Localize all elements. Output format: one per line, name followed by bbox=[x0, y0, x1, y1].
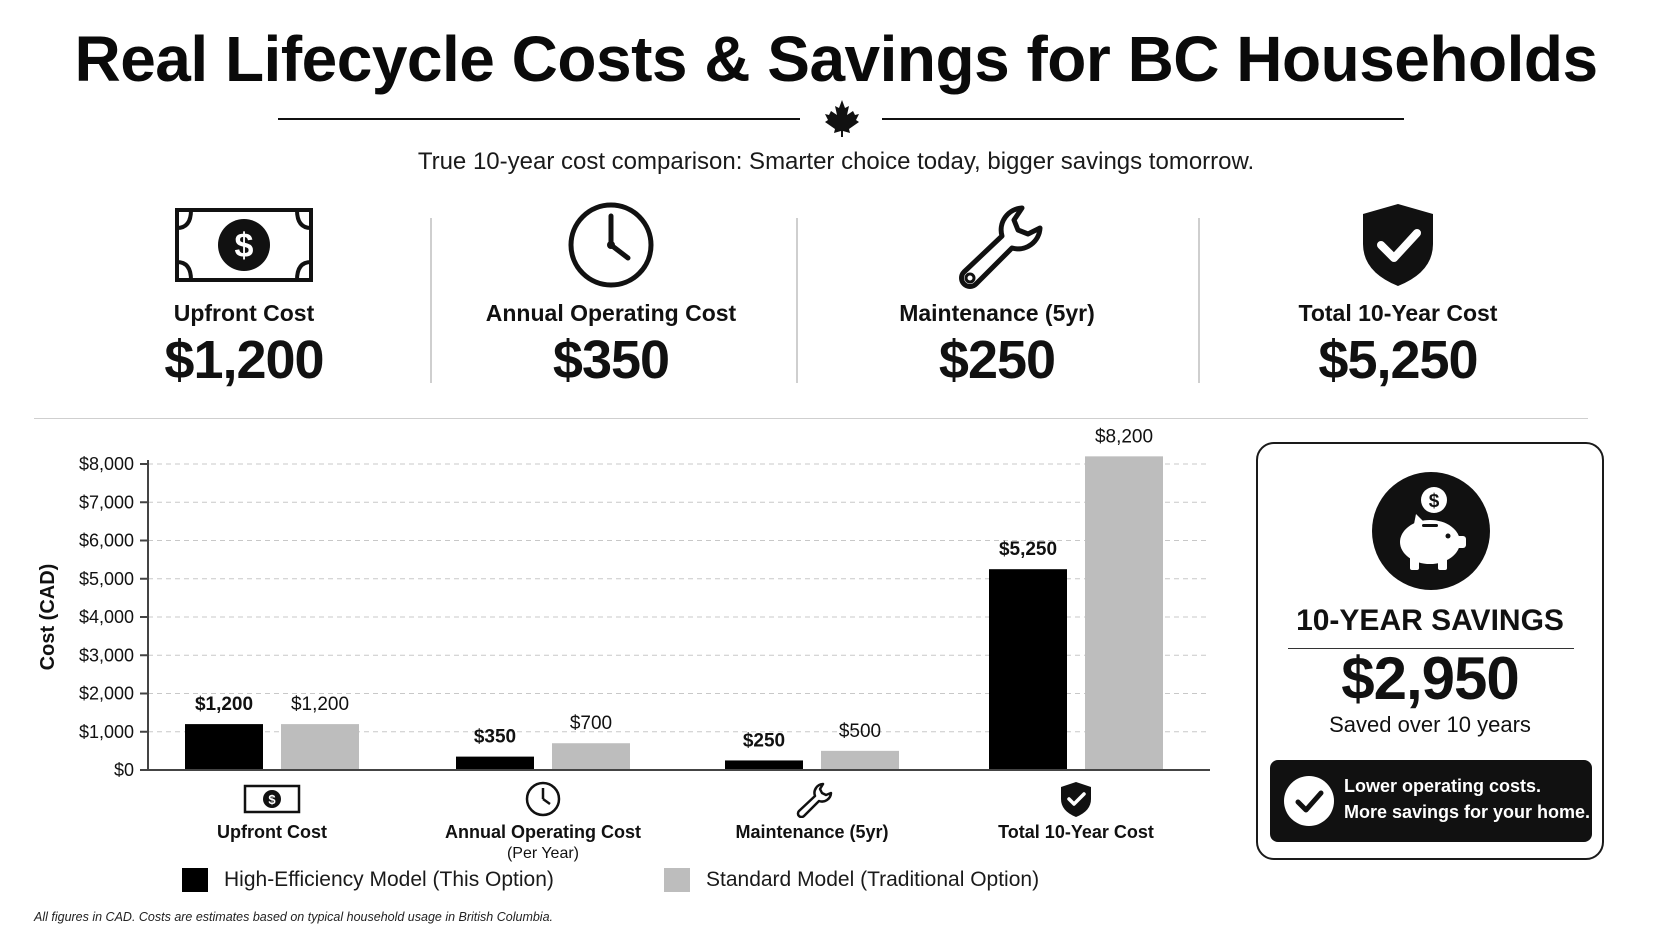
category-maintenance: Maintenance (5yr) bbox=[682, 780, 942, 843]
shield-check-icon bbox=[1363, 204, 1433, 286]
legend-item-standard: Standard Model (Traditional Option) bbox=[664, 868, 1039, 892]
legend-swatch bbox=[182, 868, 208, 892]
kpi-value: $350 bbox=[552, 330, 670, 390]
bar-high-efficiency bbox=[989, 569, 1067, 770]
y-tick-label: $8,000 bbox=[79, 454, 134, 474]
savings-title: 10-YEAR SAVINGS bbox=[1296, 604, 1564, 637]
clock-icon bbox=[568, 202, 654, 288]
title-divider-left bbox=[278, 118, 800, 120]
kpi-label: Maintenance (5yr) bbox=[899, 300, 1095, 326]
kpi-value: $5,250 bbox=[1318, 330, 1478, 390]
kpi-label: Upfront Cost bbox=[173, 300, 315, 326]
kpi-divider bbox=[796, 218, 798, 383]
y-tick-label: $0 bbox=[114, 760, 134, 780]
kpi-maintenance: Maintenance (5yr) $250 bbox=[827, 200, 1167, 391]
y-tick-label: $1,000 bbox=[79, 722, 134, 742]
legend-item-high-efficiency: High-Efficiency Model (This Option) bbox=[182, 868, 554, 892]
bar-standard bbox=[281, 724, 359, 770]
bar-value-label: $5,250 bbox=[999, 539, 1057, 560]
piggy-bank-dollar-icon: $ bbox=[1400, 487, 1466, 570]
category-label: Maintenance (5yr) bbox=[735, 822, 889, 842]
savings-banner: Lower operating costs. More savings for … bbox=[1270, 760, 1592, 842]
y-axis-label: Cost (CAD) bbox=[37, 564, 59, 671]
bar-standard bbox=[821, 750, 899, 770]
bar-value-label: $1,200 bbox=[291, 694, 349, 715]
kpi-annual-operating: Annual Operating Cost $350 bbox=[441, 200, 781, 391]
savings-card: $ 10-YEAR SAVINGS $2,950 Saved over 10 y… bbox=[1256, 442, 1604, 860]
banknote-dollar-icon: $ bbox=[175, 208, 313, 282]
y-tick-label: $5,000 bbox=[79, 569, 134, 589]
cost-comparison-chart: $0 $1,000 $2,000 $3,000 $4,000 $5,000 $6,000 $7… bbox=[37, 426, 1210, 780]
shield-check-icon bbox=[1061, 782, 1091, 817]
maple-leaf-icon bbox=[825, 100, 859, 137]
section-divider bbox=[34, 418, 1588, 419]
y-tick-label: $3,000 bbox=[79, 645, 134, 665]
kpi-value: $250 bbox=[938, 330, 1056, 390]
bar-value-label: $250 bbox=[743, 730, 785, 751]
kpi-upfront: $ Upfront Cost $1,200 bbox=[74, 200, 414, 391]
category-sublabel: (Per Year) bbox=[506, 845, 580, 862]
bar-value-label: $1,200 bbox=[195, 694, 253, 715]
banknote-dollar-icon: $ bbox=[243, 784, 301, 814]
bar-standard bbox=[1085, 456, 1163, 770]
category-label: Total 10-Year Cost bbox=[998, 822, 1154, 842]
y-axis-ticks: $0 $1,000 $2,000 $3,000 $4,000 $5,000 $6,000 $7… bbox=[79, 454, 148, 780]
title-divider-right bbox=[882, 118, 1404, 120]
savings-note: Saved over 10 years bbox=[1329, 712, 1531, 737]
bar-high-efficiency bbox=[456, 756, 534, 770]
y-tick-label: $2,000 bbox=[79, 684, 134, 704]
bar-high-efficiency bbox=[725, 760, 803, 770]
bar-value-label: $350 bbox=[474, 727, 516, 748]
svg-text:$: $ bbox=[268, 792, 276, 807]
kpi-divider bbox=[430, 218, 432, 383]
page-subtitle: True 10-year cost comparison: Smarter ch… bbox=[417, 148, 1255, 175]
chart-legend: High-Efficiency Model (This Option) Stan… bbox=[182, 868, 1182, 898]
svg-text:$: $ bbox=[1429, 491, 1440, 512]
bar-value-label: $700 bbox=[570, 713, 612, 734]
category-label: Upfront Cost bbox=[217, 822, 327, 842]
y-tick-label: $7,000 bbox=[79, 492, 134, 512]
kpi-divider bbox=[1198, 218, 1200, 383]
y-tick-label: $6,000 bbox=[79, 531, 134, 551]
category-label: Annual Operating Cost bbox=[444, 822, 641, 842]
kpi-label: Total 10-Year Cost bbox=[1298, 300, 1498, 326]
savings-value: $2,950 bbox=[1341, 645, 1520, 712]
bar-standard bbox=[552, 743, 630, 770]
bar-value-label: $8,200 bbox=[1095, 426, 1153, 447]
category-total-10-year: Total 10-Year Cost bbox=[946, 780, 1206, 843]
savings-divider bbox=[1288, 648, 1574, 649]
banner-line-2: More savings for your home. bbox=[1344, 802, 1591, 822]
bar-value-label: $500 bbox=[839, 721, 881, 742]
kpi-label: Annual Operating Cost bbox=[485, 300, 737, 326]
chart-data-labels: $1,200 $1,200 $350 $700 $250 $500 $5,250 $8,200 bbox=[195, 426, 1153, 751]
category-upfront: $ Upfront Cost bbox=[142, 780, 402, 843]
kpi-total-10-year: Total 10-Year Cost $5,250 bbox=[1228, 200, 1568, 391]
category-annual-operating: Annual Operating Cost (Per Year) bbox=[413, 780, 673, 863]
y-tick-label: $4,000 bbox=[79, 607, 134, 627]
clock-icon bbox=[525, 781, 561, 817]
banner-line-1: Lower operating costs. bbox=[1344, 776, 1542, 796]
piggy-bank-badge: $ bbox=[1372, 472, 1490, 590]
wrench-icon bbox=[959, 205, 1043, 289]
check-circle-icon bbox=[1284, 776, 1334, 826]
page-title: Real Lifecycle Costs & Savings for BC Ho… bbox=[74, 23, 1598, 95]
chart-bars bbox=[185, 456, 1163, 770]
kpi-value: $1,200 bbox=[164, 330, 324, 390]
legend-swatch bbox=[664, 868, 690, 892]
wrench-icon bbox=[796, 782, 833, 818]
svg-text:$: $ bbox=[235, 227, 254, 265]
footnote: All figures in CAD. Costs are estimates … bbox=[34, 910, 554, 924]
bar-high-efficiency bbox=[185, 724, 263, 770]
legend-label: Standard Model (Traditional Option) bbox=[706, 868, 1040, 891]
legend-label: High-Efficiency Model (This Option) bbox=[224, 868, 554, 891]
